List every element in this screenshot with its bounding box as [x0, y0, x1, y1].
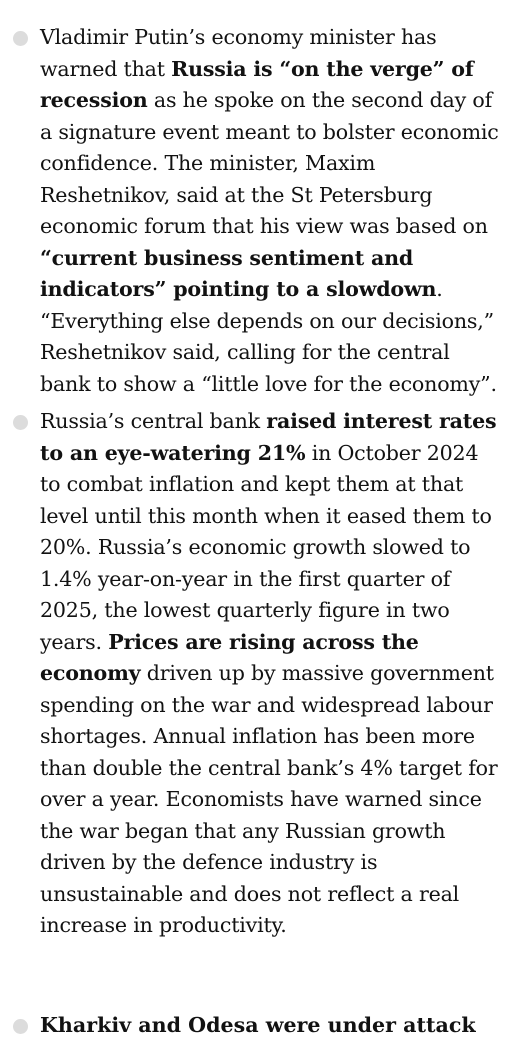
summary-bullet-cutoff[interactable]: Kharkiv and Odesa were under attack [40, 1013, 476, 1037]
bold-highlight-link[interactable]: “current business sentiment and indicato… [40, 245, 437, 302]
text-segment: Russia’s central bank [40, 409, 267, 433]
text-segment: driven up by massive government spending… [40, 661, 498, 937]
bold-highlight-link[interactable]: raised interest rates to an eye-watering… [40, 409, 497, 465]
text-segment: Vladimir Putin’s economy minister has wa… [40, 25, 437, 81]
text-segment: . “Everything else depends on our decisi… [40, 277, 497, 396]
summary-bullet-recession: Vladimir Putin’s economy minister has wa… [0, 22, 510, 400]
bullet-dot-icon [13, 31, 28, 46]
bold-highlight-link[interactable]: Russia is “on the verge” of recession [40, 56, 474, 113]
bullet-text: Russia’s central bank raised interest ra… [40, 406, 500, 942]
text-segment: in October 2024 to combat inflation and … [40, 440, 492, 654]
summary-bullet-interest-rates: Russia’s central bank raised interest ra… [0, 406, 510, 942]
live-summary-list: Vladimir Putin’s economy minister has wa… [0, 22, 510, 948]
bullet-dot-icon [13, 1019, 28, 1034]
text-segment: as he spoke on the second day of a signa… [40, 88, 499, 238]
bullet-dot-icon [13, 415, 28, 430]
bold-highlight-link[interactable]: Prices are rising across the economy [40, 629, 419, 686]
bullet-text: Vladimir Putin’s economy minister has wa… [40, 22, 500, 400]
